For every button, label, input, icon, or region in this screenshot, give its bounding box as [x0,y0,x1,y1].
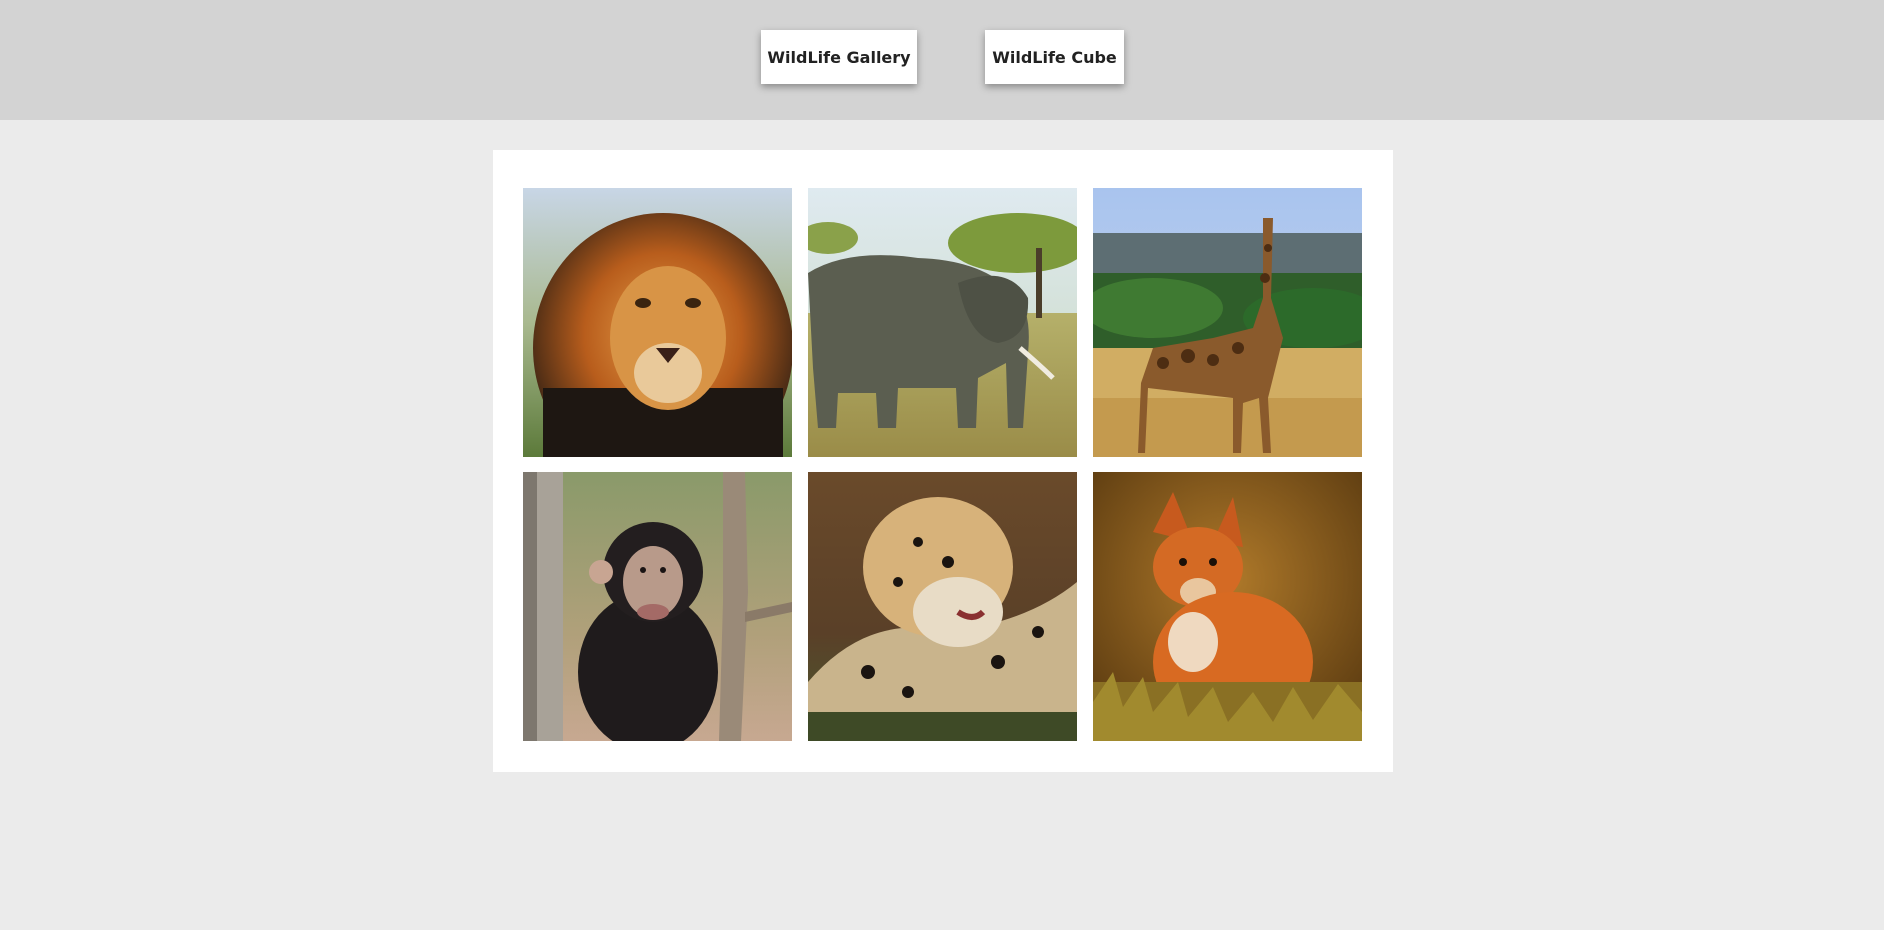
giraffe-photo[interactable] [1093,188,1362,457]
fox-photo[interactable] [1093,472,1362,741]
top-navigation-bar: WildLife Gallery WildLife Cube [0,0,1884,120]
elephant-photo[interactable] [808,188,1077,457]
photo-gallery-grid [493,150,1393,772]
wildlife-gallery-button[interactable]: WildLife Gallery [761,30,917,84]
chimpanzee-photo[interactable] [523,472,792,741]
wildlife-cube-button[interactable]: WildLife Cube [985,30,1124,84]
leopard-photo[interactable] [808,472,1077,741]
lion-photo[interactable] [523,188,792,457]
